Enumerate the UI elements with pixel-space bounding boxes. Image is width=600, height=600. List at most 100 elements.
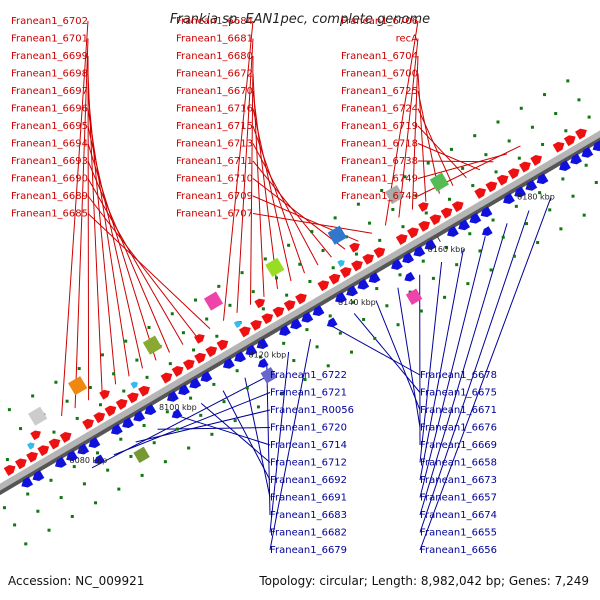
forward-gene-arrow	[295, 293, 307, 305]
grid-dot	[566, 79, 570, 83]
forward-gene-arrow	[104, 405, 117, 417]
kbp-tick-label: 8080 kbp	[70, 456, 108, 465]
grid-dot	[328, 314, 332, 318]
forward-gene-arrow	[563, 135, 576, 147]
leader-line	[353, 313, 421, 393]
grid-dot	[106, 468, 110, 472]
grid-dot	[70, 514, 74, 518]
reverse-gene-arrow	[234, 351, 247, 363]
forward-gene-arrow	[395, 234, 408, 245]
reverse-gene-arrow	[413, 245, 426, 257]
reverse-gene-arrow	[525, 179, 538, 191]
grid-dot	[175, 427, 179, 431]
grid-dot	[512, 254, 516, 258]
forward-gene-arrow	[194, 334, 205, 344]
leader-line	[87, 143, 157, 361]
grid-dot	[49, 478, 53, 482]
grid-dot	[396, 323, 400, 327]
leader-line	[419, 223, 508, 516]
grid-dot	[147, 325, 151, 329]
gene-label: Franean1_6702	[11, 16, 88, 27]
reverse-gene-arrow	[503, 193, 515, 204]
kbp-tick-mark	[526, 183, 531, 190]
grid-dot	[152, 441, 156, 445]
gene-label: Franean1_6706	[341, 16, 418, 27]
leader-line	[266, 364, 271, 516]
grid-dot	[251, 290, 255, 294]
forward-gene-arrow	[339, 267, 352, 278]
grid-dot	[122, 389, 126, 393]
domain-box	[384, 184, 405, 205]
grid-dot	[448, 197, 452, 201]
forward-gene-arrow	[93, 412, 106, 424]
rna-gene-arrow	[27, 442, 35, 450]
gene-label: Franean1_6681	[176, 34, 253, 45]
grid-dot	[75, 416, 79, 420]
grid-dot	[52, 430, 56, 434]
grid-dot	[403, 175, 407, 179]
grid-dot	[321, 249, 325, 253]
grid-dot	[536, 241, 540, 245]
forward-gene-arrow	[328, 273, 341, 285]
forward-gene-arrow	[272, 306, 285, 318]
forward-gene-arrow	[254, 298, 266, 309]
grid-dot	[72, 465, 76, 469]
grid-dot	[315, 345, 319, 349]
leader-line	[419, 236, 486, 498]
forward-gene-arrow	[507, 168, 520, 180]
grid-dot	[385, 304, 389, 308]
grid-dot	[261, 307, 265, 311]
reverse-gene-arrow	[357, 278, 370, 290]
rna-gene-arrow	[337, 259, 345, 268]
grid-dot	[54, 380, 58, 384]
grid-dot	[119, 437, 123, 441]
grid-dot	[100, 353, 104, 357]
grid-dot	[98, 403, 102, 407]
leader-line	[135, 409, 271, 443]
gene-label: Franean1_6680	[176, 51, 253, 62]
reverse-gene-arrow	[54, 456, 67, 468]
grid-dot	[468, 232, 472, 236]
leader-line	[223, 20, 254, 321]
grid-dot	[362, 317, 366, 321]
grid-dot	[192, 348, 196, 352]
grid-dot	[333, 216, 337, 220]
grid-dot	[212, 382, 216, 386]
rna-gene-arrow	[130, 381, 139, 389]
reverse-gene-arrow	[166, 390, 179, 402]
gene-label: Franean1_6711	[176, 156, 253, 167]
gene-label: Franean1_6698	[11, 69, 88, 80]
leader-line	[87, 195, 197, 337]
grid-dot	[471, 184, 475, 188]
grid-dot	[280, 391, 284, 395]
forward-gene-arrow	[362, 253, 375, 265]
gene-label: Franean1_6682	[270, 528, 347, 539]
grid-dot	[163, 460, 167, 464]
leader-line	[222, 390, 271, 481]
reverse-gene-arrow	[144, 404, 157, 415]
grid-dot	[350, 350, 354, 354]
reverse-gene-arrow	[424, 239, 437, 251]
grid-dot	[524, 222, 528, 226]
grid-dot	[431, 276, 435, 280]
grid-dot	[473, 134, 477, 138]
grid-dot	[368, 221, 372, 225]
grid-dot	[501, 235, 505, 239]
forward-gene-arrow	[474, 188, 487, 199]
forward-gene-arrow	[250, 319, 262, 331]
leader-line	[417, 125, 467, 179]
forward-gene-arrow	[496, 174, 509, 186]
forward-gene-arrow	[349, 242, 360, 253]
grid-dot	[514, 204, 518, 208]
grid-dot	[59, 496, 63, 500]
grid-dot	[205, 317, 209, 321]
grid-dot	[571, 194, 575, 198]
grid-dot	[240, 271, 244, 275]
forward-gene-arrow	[418, 202, 429, 212]
grid-dots	[2, 79, 598, 546]
forward-gene-arrow	[48, 438, 61, 450]
grid-dot	[543, 93, 547, 97]
leader-line	[397, 287, 421, 428]
forward-gene-arrow	[552, 141, 565, 153]
